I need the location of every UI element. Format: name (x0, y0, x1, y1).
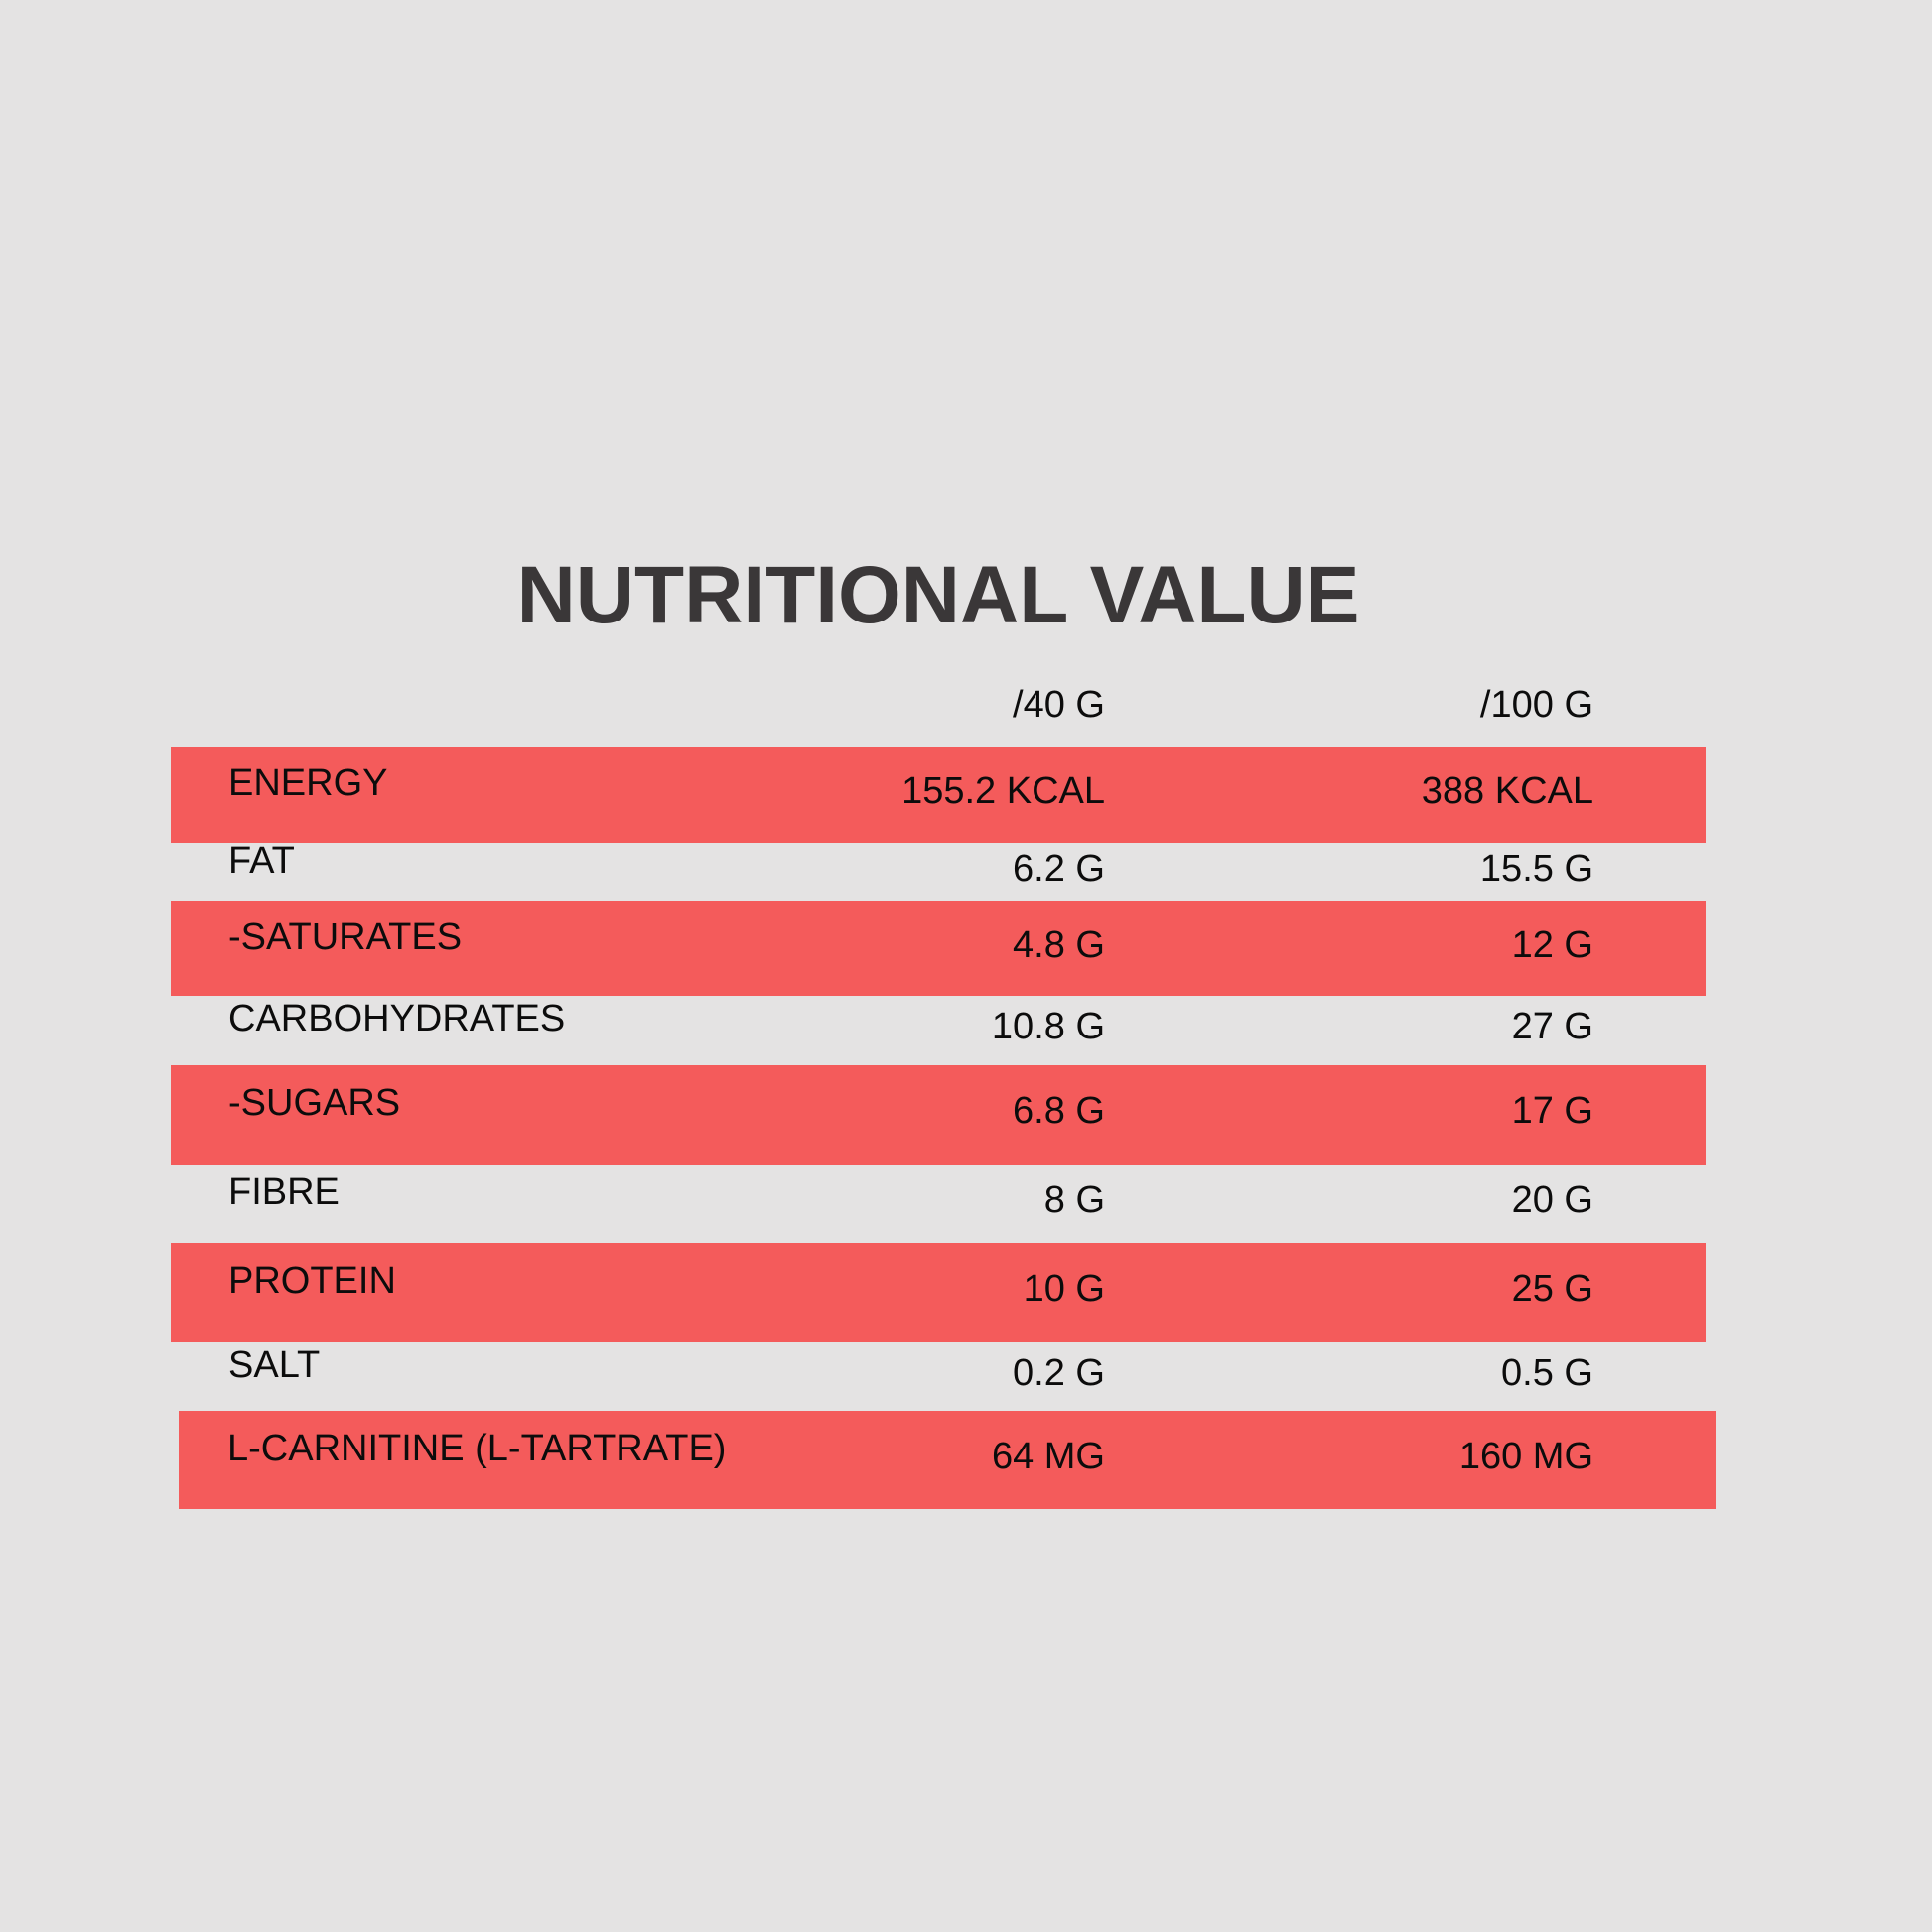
row-label: PROTEIN (228, 1260, 396, 1302)
row-value-per-100g: 27 G (1511, 1006, 1593, 1047)
row-value-per-40g: 0.2 G (1013, 1351, 1105, 1394)
row-value-per-100g: 160 MG (1458, 1435, 1593, 1477)
table-row-fibre: FIBRE 8 G 20 G (171, 1165, 1706, 1243)
table-row-sugars: -SUGARS 6.8 G 17 G (171, 1065, 1706, 1165)
table-row-saturates: -SATURATES 4.8 G 12 G (171, 901, 1706, 996)
row-label: ENERGY (228, 761, 388, 804)
row-value-per-40g: 64 MG (991, 1435, 1105, 1477)
row-label: FIBRE (228, 1171, 340, 1213)
row-label: -SUGARS (228, 1082, 401, 1124)
row-value-per-40g: 10.8 G (991, 1006, 1105, 1047)
page-title: NUTRITIONAL VALUE (516, 550, 1360, 640)
row-value-per-100g: 0.5 G (1501, 1351, 1593, 1394)
row-label: CARBOHYDRATES (228, 998, 566, 1039)
table-row-salt: SALT 0.2 G 0.5 G (171, 1342, 1706, 1411)
table-row-fat: FAT 6.2 G 15.5 G (171, 840, 1706, 901)
row-value-per-100g: 12 G (1511, 923, 1593, 966)
row-label: L-CARNITINE (L-TARTRATE) (227, 1427, 727, 1469)
row-label: SALT (228, 1343, 321, 1386)
row-value-per-100g: 15.5 G (1479, 847, 1593, 890)
row-value-per-100g: 388 KCAL (1421, 769, 1593, 812)
row-value-per-100g: 17 G (1511, 1090, 1593, 1132)
table-row-protein: PROTEIN 10 G 25 G (171, 1243, 1706, 1342)
row-value-per-40g: 10 G (1023, 1268, 1105, 1310)
table-column-headers: /40 G /100 G (171, 680, 1706, 730)
row-value-per-40g: 8 G (1043, 1178, 1105, 1221)
row-label: FAT (228, 839, 295, 882)
row-value-per-40g: 4.8 G (1013, 923, 1105, 966)
row-value-per-100g: 20 G (1511, 1178, 1593, 1221)
column-header-per-100g: /100 G (1479, 684, 1593, 726)
row-value-per-40g: 6.8 G (1013, 1090, 1105, 1132)
table-row-carbohydrates: CARBOHYDRATES 10.8 G 27 G (171, 996, 1706, 1065)
row-value-per-40g: 6.2 G (1013, 847, 1105, 890)
row-value-per-100g: 25 G (1511, 1268, 1593, 1310)
column-header-per-40g: /40 G (1013, 684, 1105, 726)
row-value-per-40g: 155.2 KCAL (901, 769, 1105, 812)
table-row-energy: ENERGY 155.2 KCAL 388 KCAL (171, 747, 1706, 843)
row-label: -SATURATES (228, 915, 463, 958)
table-row-l-carnitine: L-CARNITINE (L-TARTRATE) 64 MG 160 MG (179, 1411, 1716, 1509)
